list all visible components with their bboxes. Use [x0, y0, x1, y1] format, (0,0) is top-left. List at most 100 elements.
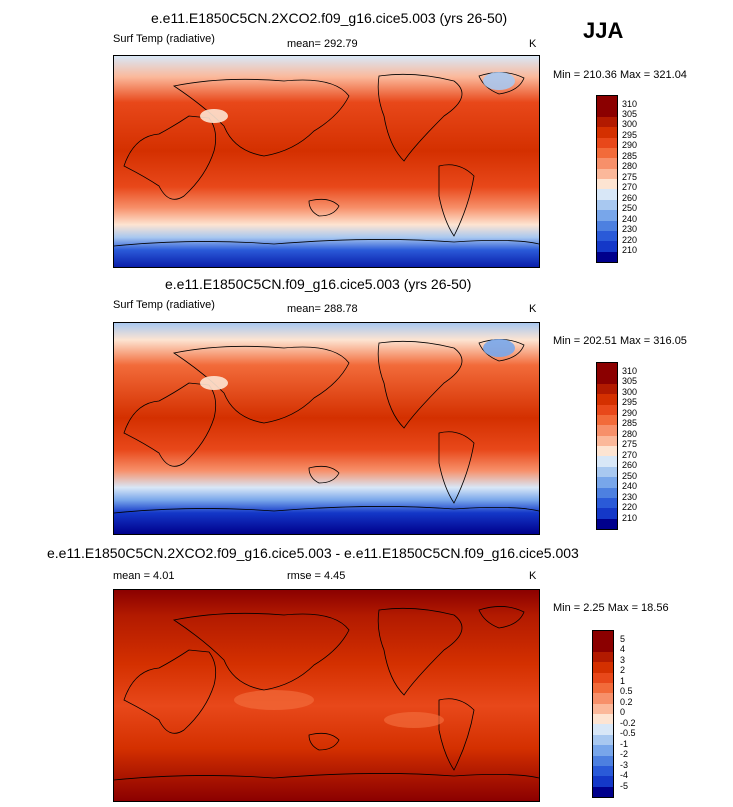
colorbar-tick-label: 310: [622, 99, 638, 109]
panel-3-title: e.e11.E1850C5CN.2XCO2.f09_g16.cice5.003 …: [47, 545, 579, 561]
colorbar-swatch: [597, 179, 617, 190]
colorbar-tick-label: 290: [622, 408, 638, 418]
colorbar-tick-label: 0: [620, 707, 626, 717]
colorbar-swatch: [597, 435, 617, 446]
colorbar-swatch: [597, 404, 617, 415]
colorbar-swatch: [597, 487, 617, 498]
panel-3-units-label: K: [529, 570, 537, 582]
colorbar-swatch: [593, 776, 613, 787]
colorbar-tick-label: 220: [622, 502, 638, 512]
colorbar-swatch: [593, 693, 613, 704]
panel-2-colorbar: [596, 362, 618, 530]
panel-2-minmax-label: Min = 202.51 Max = 316.05: [553, 335, 687, 347]
colorbar-tick-label: -0.5: [620, 728, 636, 738]
colorbar-tick-label: 285: [622, 418, 638, 428]
colorbar-tick-label: 260: [622, 460, 638, 470]
colorbar-tick-label: 0.5: [620, 686, 633, 696]
colorbar-tick-label: 220: [622, 235, 638, 245]
colorbar-tick-label: 240: [622, 214, 638, 224]
colorbar-swatch: [597, 96, 617, 117]
colorbar-tick-label: -4: [620, 770, 629, 780]
colorbar-swatch: [593, 662, 613, 673]
panel-2-mean-label: mean= 288.78: [287, 303, 358, 315]
panel-3-minmax-label: Min = 2.25 Max = 18.56: [553, 602, 669, 614]
colorbar-tick-label: -3: [620, 760, 629, 770]
colorbar-swatch: [597, 446, 617, 457]
panel-3-map-graphic: [114, 590, 539, 801]
colorbar-swatch: [597, 158, 617, 169]
colorbar-swatch: [597, 456, 617, 467]
colorbar-tick-label: 300: [622, 387, 638, 397]
panel-2-variable-label: Surf Temp (radiative): [113, 299, 215, 311]
panel-2-title: e.e11.E1850C5CN.f09_g16.cice5.003 (yrs 2…: [165, 276, 472, 292]
colorbar-swatch: [593, 631, 613, 652]
colorbar-swatch: [593, 724, 613, 735]
colorbar-swatch: [597, 518, 617, 529]
colorbar-tick-label: 0.2: [620, 697, 633, 707]
colorbar-swatch: [593, 786, 613, 797]
colorbar-tick-label: 295: [622, 130, 638, 140]
colorbar-swatch: [593, 682, 613, 694]
colorbar-swatch: [597, 363, 617, 384]
panel-2-map: [113, 322, 540, 535]
colorbar-tick-label: 305: [622, 109, 638, 119]
panel-3-map: [113, 589, 540, 802]
colorbar-tick-label: 250: [622, 203, 638, 213]
colorbar-swatch: [597, 425, 617, 436]
panel-1-title: e.e11.E1850C5CN.2XCO2.f09_g16.cice5.003 …: [151, 10, 508, 26]
colorbar-tick-label: 230: [622, 224, 638, 234]
colorbar-swatch: [597, 477, 617, 488]
panel-1-map: [113, 55, 540, 268]
colorbar-swatch: [597, 466, 617, 478]
colorbar-tick-label: 285: [622, 151, 638, 161]
panel-1-minmax-label: Min = 210.36 Max = 321.04: [553, 69, 687, 81]
colorbar-swatch: [597, 394, 617, 405]
panel-3-colorbar: [592, 630, 614, 798]
colorbar-tick-label: 270: [622, 182, 638, 192]
colorbar-tick-label: 240: [622, 481, 638, 491]
panel-2-map-graphic: [114, 323, 539, 534]
colorbar-tick-label: 260: [622, 193, 638, 203]
colorbar-tick-label: 230: [622, 492, 638, 502]
panel-3-mean-label: mean = 4.01: [113, 570, 175, 582]
colorbar-tick-label: 1: [620, 676, 626, 686]
colorbar-swatch: [597, 251, 617, 262]
colorbar-swatch: [593, 734, 613, 746]
colorbar-swatch: [593, 672, 613, 683]
colorbar-tick-label: 300: [622, 119, 638, 129]
colorbar-tick-label: 305: [622, 376, 638, 386]
colorbar-tick-label: 290: [622, 140, 638, 150]
colorbar-tick-label: 250: [622, 471, 638, 481]
colorbar-swatch: [593, 745, 613, 756]
colorbar-tick-label: 5: [620, 634, 626, 644]
colorbar-tick-label: 270: [622, 450, 638, 460]
colorbar-swatch: [597, 220, 617, 231]
colorbar-tick-label: 3: [620, 655, 626, 665]
colorbar-tick-label: 2: [620, 665, 626, 675]
colorbar-swatch: [597, 168, 617, 179]
colorbar-tick-label: 210: [622, 513, 638, 523]
colorbar-tick-label: 295: [622, 397, 638, 407]
colorbar-swatch: [593, 651, 613, 663]
colorbar-swatch: [597, 383, 617, 395]
season-label: JJA: [583, 18, 624, 43]
colorbar-swatch: [597, 189, 617, 200]
colorbar-tick-label: -2: [620, 749, 629, 759]
colorbar-swatch: [597, 230, 617, 242]
colorbar-tick-label: 280: [622, 429, 638, 439]
panel-1-variable-label: Surf Temp (radiative): [113, 33, 215, 45]
colorbar-swatch: [597, 414, 617, 426]
colorbar-swatch: [597, 116, 617, 128]
colorbar-swatch: [597, 147, 617, 159]
panel-1-units-label: K: [529, 38, 537, 50]
colorbar-swatch: [593, 755, 613, 766]
colorbar-swatch: [593, 714, 613, 725]
colorbar-tick-label: 280: [622, 161, 638, 171]
colorbar-swatch: [597, 199, 617, 211]
colorbar-tick-label: 275: [622, 439, 638, 449]
colorbar-swatch: [597, 497, 617, 509]
panel-2-units-label: K: [529, 303, 537, 315]
colorbar-swatch: [597, 508, 617, 519]
colorbar-swatch: [597, 137, 617, 148]
colorbar-swatch: [593, 703, 613, 714]
